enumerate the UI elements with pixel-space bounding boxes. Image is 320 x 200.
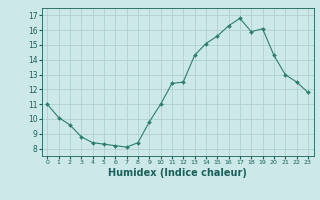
X-axis label: Humidex (Indice chaleur): Humidex (Indice chaleur) [108, 168, 247, 178]
